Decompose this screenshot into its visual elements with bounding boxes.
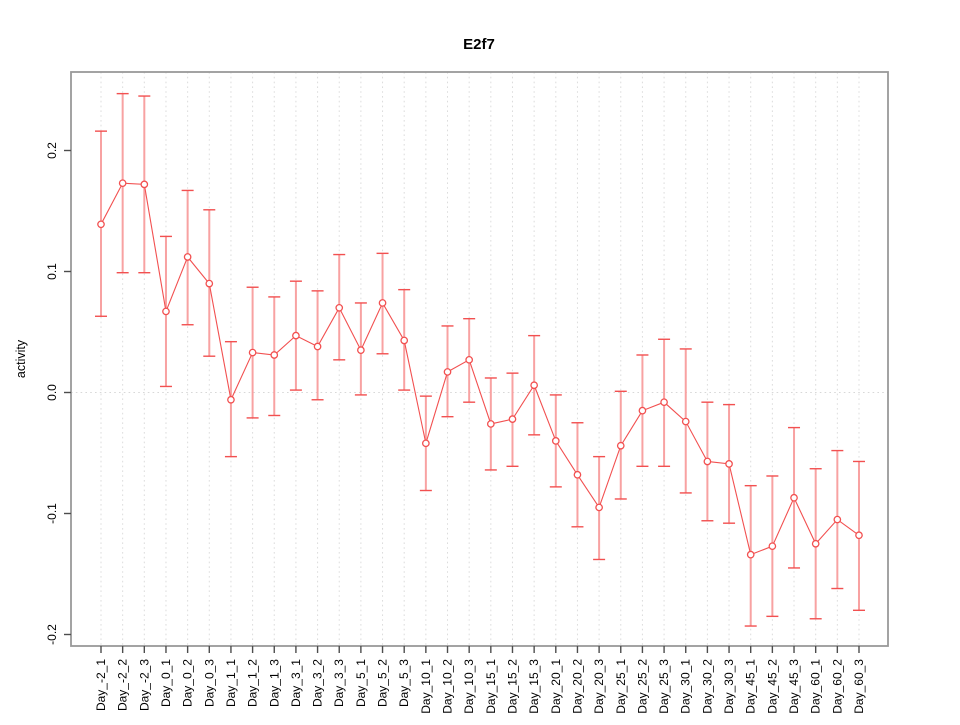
x-tick-label: Day_60_3: [852, 659, 866, 714]
y-tick-label: 0.1: [45, 263, 59, 280]
plot-box: [70, 71, 889, 647]
x-tick-label: Day_10_2: [441, 659, 455, 714]
data-point: [616, 441, 625, 450]
data-point: [248, 348, 257, 357]
x-tick-label: Day_10_3: [462, 659, 476, 714]
x-tick-label: Day_0_3: [202, 659, 216, 707]
data-point: [768, 542, 777, 551]
data-point: [703, 457, 712, 466]
x-tick-label: Day_30_2: [700, 659, 714, 714]
data-point: [205, 279, 214, 288]
data-point: [790, 493, 798, 502]
data-point: [227, 395, 235, 404]
x-tick-label: Day_20_2: [570, 659, 584, 714]
data-point: [595, 503, 603, 512]
y-tick-label: 0.0: [45, 384, 59, 401]
y-axis-label: activity: [14, 339, 28, 378]
x-tick-label: Day_30_3: [722, 659, 736, 714]
x-tick-label: Day_1_1: [224, 659, 238, 707]
x-tick-label: Day_60_1: [809, 659, 823, 714]
data-point: [357, 346, 365, 354]
data-point: [378, 299, 387, 307]
x-tick-label: Day_30_1: [679, 659, 693, 714]
x-tick-label: Day_15_3: [527, 659, 541, 714]
x-tick-label: Day_-2_2: [116, 659, 130, 711]
x-tick-label: Day_1_2: [246, 659, 260, 707]
data-point: [292, 331, 300, 340]
x-tick-label: Day_3_2: [311, 659, 325, 707]
chart-layers: -0.2 -0.1 0.0 0.1 0.2 Day_-2_1 Day_-2_2 Day_-2_…: [45, 71, 889, 714]
data-point: [855, 531, 863, 540]
x-tick-label: Day_60_2: [830, 659, 844, 714]
y-tick-label: -0.1: [45, 503, 59, 524]
x-tick-label: Day_3_3: [332, 659, 346, 707]
data-point: [270, 351, 279, 359]
data-point: [140, 180, 149, 189]
data-point: [551, 437, 560, 445]
data-point: [811, 539, 820, 548]
x-tick-label: Day_45_2: [765, 659, 779, 714]
x-tick-label: Day_45_3: [787, 659, 801, 714]
data-point: [162, 307, 170, 316]
data-point: [465, 355, 474, 364]
data-point: [660, 398, 668, 407]
data-point: [638, 406, 647, 415]
data-point: [486, 420, 495, 428]
data-point: [422, 439, 430, 448]
data-point: [508, 415, 517, 423]
data-point: [746, 550, 755, 559]
x-tick-label: Day_-2_3: [137, 659, 151, 711]
data-point: [97, 220, 105, 229]
x-tick-label: Day_5_1: [354, 659, 368, 707]
x-tick-label: Day_-2_1: [94, 659, 108, 711]
data-point: [118, 179, 127, 188]
x-tick-label: Day_25_1: [614, 659, 628, 714]
data-point: [443, 368, 452, 376]
series-line: [100, 182, 860, 556]
x-tick-label: Day_25_3: [657, 659, 671, 714]
x-tick-label: Day_0_1: [159, 659, 173, 707]
data-point: [573, 470, 582, 479]
x-tick-label: Day_45_1: [744, 659, 758, 714]
x-tick-label: Day_0_2: [181, 659, 195, 707]
data-point: [530, 381, 538, 390]
x-tick-label: Day_20_3: [592, 659, 606, 714]
x-tick-label: Day_15_1: [484, 659, 498, 714]
data-point: [681, 417, 690, 426]
x-tick-label: Day_20_1: [549, 659, 563, 714]
x-tick-label: Day_15_2: [505, 659, 519, 714]
x-tick-label: Day_3_1: [289, 659, 303, 707]
x-tick-label: Day_5_2: [376, 659, 390, 707]
chart-title: E2f7: [463, 36, 495, 53]
x-tick-label: Day_25_2: [635, 659, 649, 714]
data-point: [183, 253, 192, 261]
data-point: [833, 515, 842, 524]
data-point: [335, 303, 344, 312]
data-point: [313, 342, 322, 351]
y-tick-label: 0.2: [45, 142, 59, 159]
x-tick-label: Day_1_3: [267, 659, 281, 707]
x-tick-label: Day_10_1: [419, 659, 433, 714]
x-tick-label: Day_5_3: [397, 659, 411, 707]
y-tick-label: -0.2: [45, 624, 59, 645]
data-point: [400, 336, 409, 345]
data-point: [725, 460, 733, 468]
